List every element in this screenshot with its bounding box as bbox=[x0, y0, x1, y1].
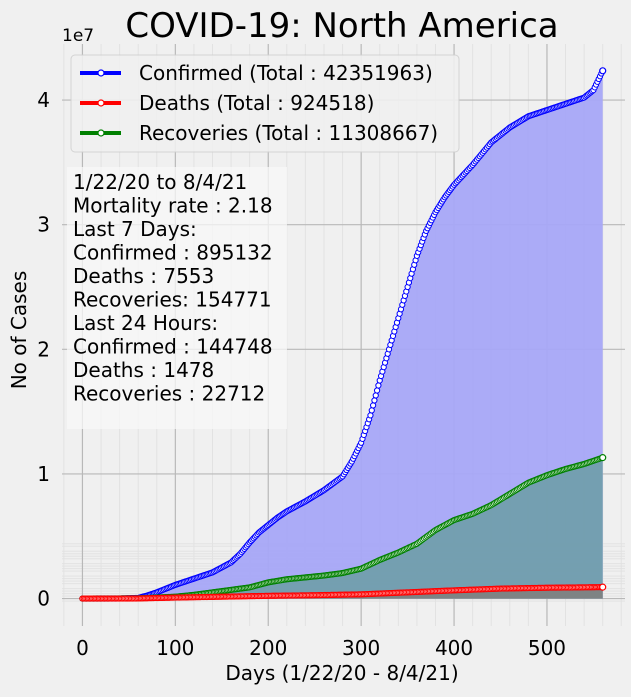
series-endpoint-1 bbox=[599, 583, 607, 591]
annotation-line: Last 7 Days: bbox=[73, 217, 197, 241]
annotation-line: Deaths : 1478 bbox=[73, 358, 214, 382]
annotation-line: 1/22/20 to 8/4/21 bbox=[73, 170, 247, 194]
x-tick-labels: 0 100 200 300 400 500 bbox=[76, 636, 566, 660]
series-marker-0 bbox=[375, 382, 382, 389]
annotation-line: Mortality rate : 2.18 bbox=[73, 194, 273, 218]
x-tick-label: 200 bbox=[249, 636, 287, 660]
y-tick-label: 3 bbox=[37, 213, 50, 237]
y-scale-label: 1e7 bbox=[62, 26, 94, 46]
series-marker-0 bbox=[371, 397, 378, 404]
series-endpoint-2 bbox=[599, 454, 607, 462]
x-tick-label: 100 bbox=[156, 636, 194, 660]
y-tick-label: 1 bbox=[37, 462, 50, 486]
x-tick-label: 400 bbox=[435, 636, 473, 660]
legend: Confirmed (Total : 42351963) Deaths (Tota… bbox=[70, 54, 460, 153]
y-tick-labels: 0 1 2 3 4 bbox=[37, 88, 50, 611]
legend-label: Deaths (Total : 924518) bbox=[139, 91, 374, 115]
annotation-background bbox=[67, 167, 287, 429]
series-marker-0 bbox=[369, 402, 377, 409]
series-marker-0 bbox=[372, 392, 379, 399]
y-axis-label: No of Cases bbox=[7, 271, 31, 390]
legend-marker bbox=[97, 69, 105, 77]
x-tick-label: 500 bbox=[528, 636, 566, 660]
legend-marker bbox=[97, 99, 105, 107]
y-tick-label: 0 bbox=[37, 587, 50, 611]
legend-items: Confirmed (Total : 42351963) Deaths (Tota… bbox=[80, 61, 438, 145]
x-tick-label: 0 bbox=[76, 636, 89, 660]
series-area-2 bbox=[82, 457, 603, 599]
series-marker-0 bbox=[368, 407, 375, 414]
series-marker-0 bbox=[367, 412, 374, 419]
annotation-line: Confirmed : 144748 bbox=[73, 335, 273, 359]
series-endpoint-0 bbox=[599, 67, 607, 75]
legend-label: Recoveries (Total : 11308667) bbox=[139, 121, 438, 145]
legend-frame bbox=[70, 54, 460, 153]
annotation-line: Recoveries : 22712 bbox=[73, 382, 265, 406]
x-tick-label: 300 bbox=[342, 636, 380, 660]
chart-title: COVID-19: North America bbox=[125, 6, 558, 46]
annotation-line: Deaths : 7553 bbox=[73, 264, 214, 288]
annotation-line: Last 24 Hours: bbox=[73, 311, 218, 335]
legend-label: Confirmed (Total : 42351963) bbox=[139, 61, 433, 85]
annotation-line: Recoveries: 154771 bbox=[73, 288, 272, 312]
series-marker-0 bbox=[373, 387, 381, 394]
legend-marker bbox=[97, 129, 105, 137]
annotation-line: Confirmed : 895132 bbox=[73, 241, 273, 265]
series-area-0 bbox=[82, 70, 603, 599]
y-tick-label: 4 bbox=[37, 88, 50, 112]
y-tick-label: 2 bbox=[37, 337, 50, 361]
x-axis-label: Days (1/22/20 - 8/4/21) bbox=[225, 661, 458, 685]
series-layer bbox=[79, 67, 607, 602]
